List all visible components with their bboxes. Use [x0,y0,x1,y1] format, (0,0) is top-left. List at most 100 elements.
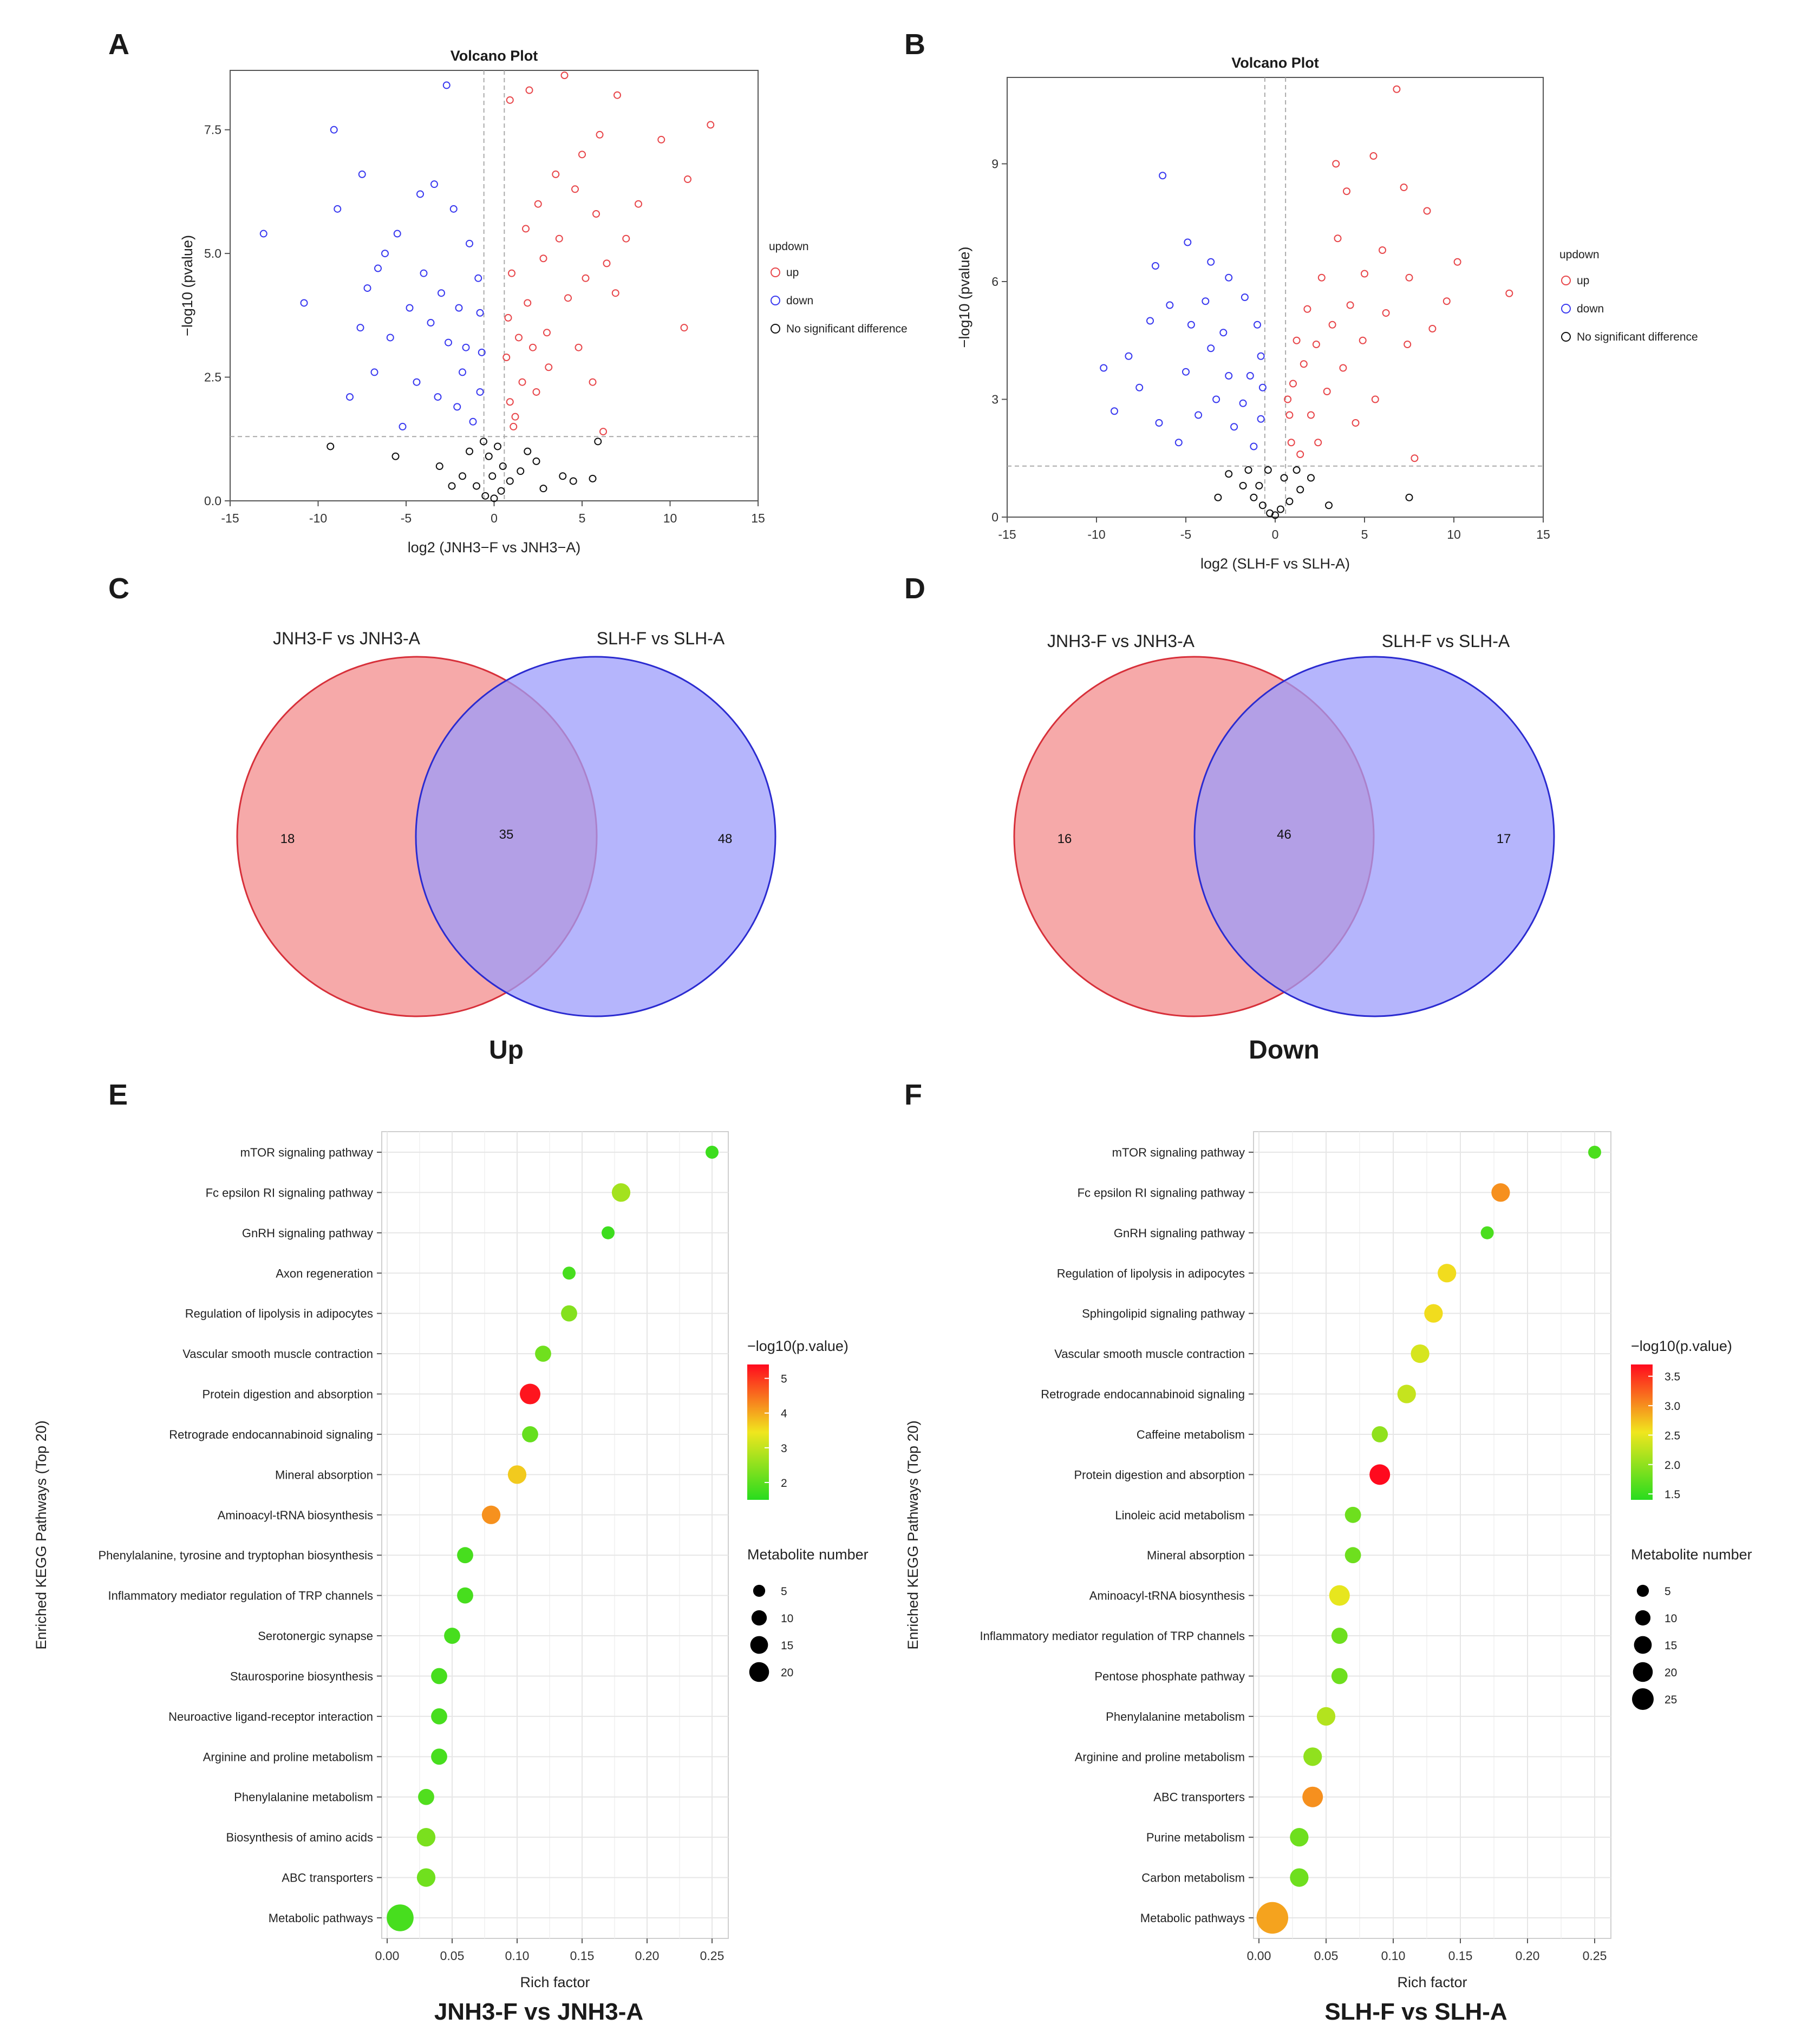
point-ns [517,467,525,475]
point-up [657,135,665,143]
point-ns [1293,466,1301,474]
color-legend-label: 3.0 [1665,1400,1680,1413]
pathway-bubble [1290,1828,1309,1847]
x-tick-label: 0 [491,511,498,525]
point-up [1312,341,1320,348]
venn-count-right-only: 17 [1497,832,1511,846]
point-up [578,151,586,159]
size-legend-dot [750,1636,768,1654]
point-down [1159,172,1167,180]
point-up [1423,207,1431,215]
pathway-label: Retrograde endocannabinoid signaling [169,1428,373,1441]
point-up [545,363,553,371]
point-down [358,170,366,178]
x-tick-label: 0 [1272,527,1279,541]
pathway-label: Protein digestion and absorption [202,1388,373,1401]
point-ns [1285,498,1294,505]
color-legend-label: 4 [781,1408,787,1420]
size-legend-dot [1634,1636,1652,1654]
point-up [1346,301,1354,309]
size-legend-dot [1632,1688,1654,1710]
x-tick-label: 15 [751,511,765,525]
point-down [476,309,484,317]
pathway-label: Inflammatory mediator regulation of TRP … [108,1589,373,1603]
legend-key-down [771,296,780,305]
point-down [445,338,452,347]
point-ns [1325,501,1333,510]
point-up [1428,325,1437,332]
point-down [476,388,484,396]
size-legend-title-f: Metabolite number [1631,1546,1752,1563]
size-legend-label: 5 [1665,1585,1671,1598]
point-up [599,428,607,436]
legend-label-down: down [1577,303,1604,315]
point-up [1285,411,1294,419]
legend-label-ns: No significant difference [786,323,908,335]
point-down [1246,372,1254,380]
pathway-label: Mineral absorption [1147,1549,1245,1562]
color-legend-title-f: −log10(p.value) [1631,1338,1732,1354]
point-up [522,225,530,233]
y-axis-label-a: −log10 (pvalue) [179,235,195,336]
x-tick-label: 0.20 [635,1949,660,1963]
point-up [575,343,583,351]
point-ns [466,447,473,455]
point-ns [480,437,487,446]
point-down [1207,258,1215,266]
pathway-bubble [1372,1426,1388,1442]
pathway-label: Metabolic pathways [1140,1911,1245,1925]
point-up [1369,152,1378,160]
point-down [330,126,338,134]
point-ns [481,492,489,500]
point-up [529,343,537,351]
x-tick-label: 0.15 [570,1949,595,1963]
point-down [1257,415,1265,423]
y-tick-label: 9 [991,157,998,171]
pathway-bubble [1411,1344,1430,1363]
size-legend-dot [753,1584,766,1597]
point-down [430,180,438,188]
point-down [1230,423,1238,431]
point-ns [569,477,577,485]
point-ns [494,442,501,450]
point-up [1505,289,1513,297]
color-legend-label: 1.5 [1665,1488,1680,1501]
point-up [543,329,551,337]
x-tick-label: 0.25 [1583,1949,1607,1963]
size-legend-label: 15 [1665,1640,1677,1652]
x-axis-label-e: Rich factor [520,1974,590,1990]
point-up [1411,454,1419,462]
x-tick-label: -15 [998,527,1016,541]
pathway-label: Neuroactive ligand-receptor interaction [168,1710,373,1723]
pathway-label: Carbon metabolism [1141,1871,1245,1885]
x-tick-label: 5 [1361,527,1368,541]
point-up [1361,270,1368,278]
legend-label-down: down [786,295,813,307]
point-up [613,91,621,99]
point-ns [391,452,400,460]
point-down [1219,329,1228,337]
pathway-label: Aminoacyl-tRNA biosynthesis [218,1508,373,1522]
point-up [603,259,611,267]
point-up [1284,395,1292,403]
point-up [1400,184,1408,191]
pathway-label: Regulation of lipolysis in adipocytes [185,1307,373,1321]
pathway-bubble [1302,1786,1323,1807]
size-legend-label: 15 [781,1640,793,1652]
pathway-bubble [1588,1146,1601,1159]
point-down [1250,442,1258,450]
venn-count-overlap: 46 [1277,827,1291,842]
point-down [374,264,382,272]
point-down [1135,383,1144,391]
point-down [1202,297,1210,305]
pathway-bubble [1344,1547,1361,1564]
point-up [510,422,518,430]
point-ns [1239,482,1247,489]
size-legend-dot [749,1662,769,1682]
point-down [1184,238,1192,246]
pathway-label: ABC transporters [282,1871,373,1885]
point-up [1303,305,1311,313]
panel-letter-d: D [904,572,925,605]
point-down [1195,411,1203,419]
point-down [416,190,424,198]
